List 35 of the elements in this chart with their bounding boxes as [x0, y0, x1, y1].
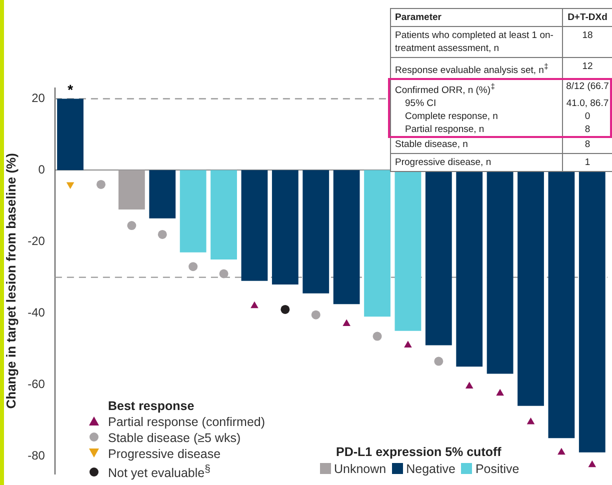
legend-label: Unknown — [334, 462, 386, 476]
legend-label: Not yet evaluable$^{§}$ — [108, 464, 210, 480]
annotation: 41.0, 86.7 — [562, 97, 612, 110]
annotation: Best response — [108, 398, 196, 414]
text: 12 — [582, 61, 593, 72]
legend-label: Partial response (confirmed) — [108, 415, 266, 429]
annotation: 8 — [562, 136, 612, 154]
annotation: Complete response, n — [390, 110, 562, 124]
annotation: 8/12 (66.7 — [562, 80, 612, 98]
text: Parameter — [395, 12, 442, 23]
y-tick-label: -20 — [28, 234, 46, 248]
legend-title: PD-L1 expression 5% cutoff — [336, 444, 502, 461]
text: Patients who completed at least 1 on-treatment assessment, n — [395, 30, 554, 54]
y-tick-label: -40 — [28, 305, 46, 320]
annotation: Stable disease, n — [390, 136, 562, 154]
annotation: * — [68, 82, 74, 98]
annotation: 1 — [562, 154, 612, 172]
annotation: Progressive disease, n — [390, 154, 562, 172]
annotation: 95% CI — [390, 97, 562, 110]
y-tick-label: -60 — [28, 376, 46, 391]
annotation: Confirmed ORR, n (%)$^{‡}$ — [390, 80, 562, 98]
text: Response evaluable analysis set, n$^{‡}$ — [395, 62, 548, 76]
y-tick-label: 0 — [38, 162, 46, 176]
legend-label: Progressive disease — [108, 447, 221, 461]
legend-label: Positive — [475, 462, 520, 476]
legend-label: Negative — [406, 462, 456, 476]
annotation: Partial response, n — [390, 123, 562, 136]
text: D+T-DXd — [568, 12, 608, 23]
annotation: 8 — [562, 123, 612, 136]
y-axis-title: Change in target lesion from baseline (%) — [3, 153, 18, 409]
legend-label: Stable disease (≥5 wks) — [108, 431, 241, 445]
y-tick-label: 20 — [32, 91, 46, 106]
y-tick-label: -80 — [28, 448, 46, 462]
annotation: 0 — [562, 110, 612, 124]
text: 18 — [582, 30, 593, 41]
